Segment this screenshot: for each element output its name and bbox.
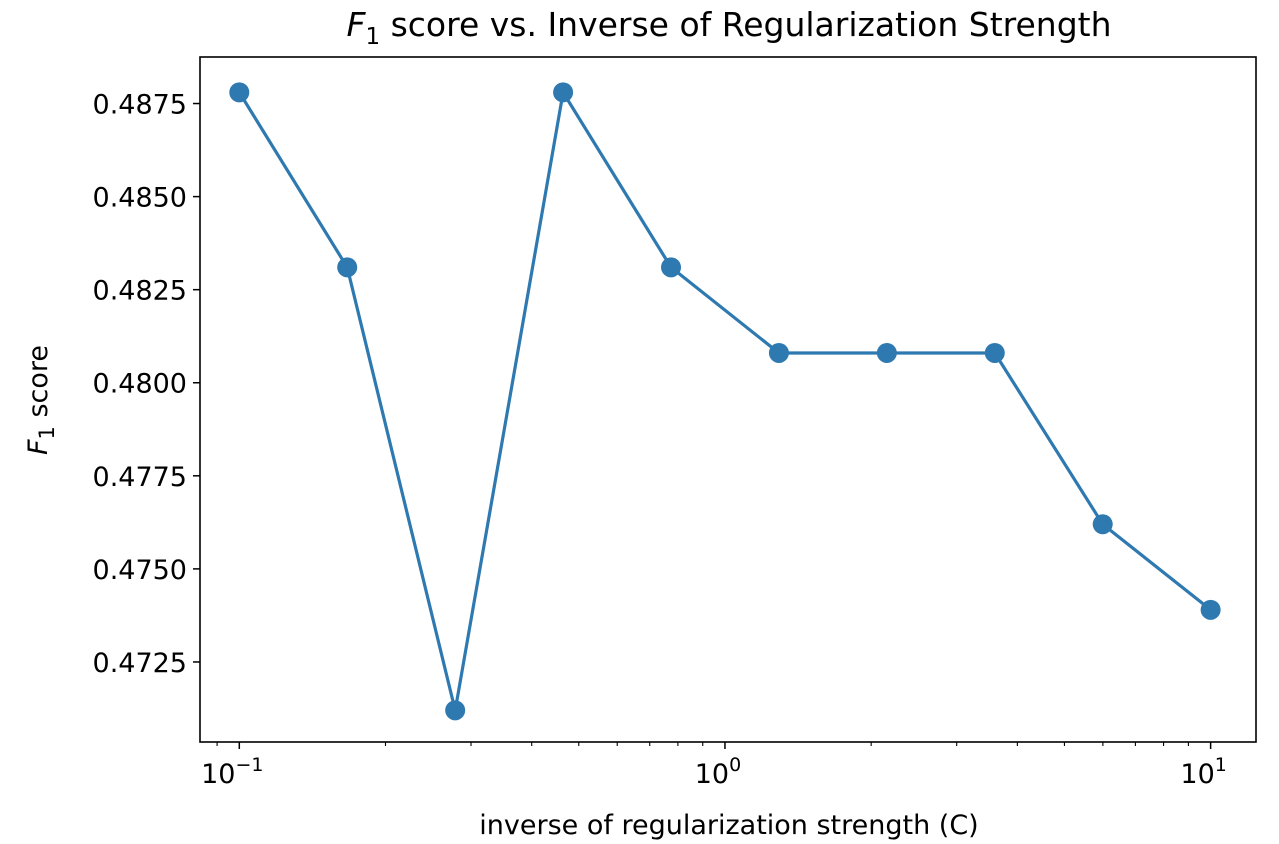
x-axis-ticks: 10−1 100 101 (201, 742, 1227, 790)
y-tick-label: 0.4750 (93, 555, 187, 586)
y-axis-label: F1 score (23, 345, 59, 455)
plot-frame (199, 56, 1257, 743)
y-tick-label: 0.4775 (93, 462, 187, 493)
data-point (661, 257, 682, 278)
data-point (1092, 514, 1113, 535)
data-point (337, 257, 358, 278)
data-point (1200, 599, 1221, 620)
title-variable: F (346, 5, 366, 44)
y-tick-label: 0.4850 (93, 183, 187, 214)
data-point (229, 82, 250, 103)
y-tick-label: 0.4800 (93, 369, 187, 400)
y-tick-label: 0.4725 (93, 648, 187, 679)
y-axis-ticks: 0.4725 0.4750 0.4775 0.4800 0.4825 0.4850 0.48… (93, 90, 200, 679)
series-line (237, 90, 1212, 713)
data-point (553, 82, 574, 103)
data-point (768, 342, 789, 363)
data-point (984, 342, 1005, 363)
y-tick-label: 0.4825 (93, 276, 187, 307)
data-point (445, 700, 466, 721)
series-layer (229, 82, 1221, 721)
y-label-subscript: 1 (35, 426, 59, 439)
x-axis-label: inverse of regularization strength (C) (479, 810, 978, 841)
y-label-rest: score (23, 345, 54, 426)
data-point (876, 342, 897, 363)
x-tick-label: 100 (695, 754, 741, 790)
chart-title: F1 score vs. Inverse of Regularization S… (346, 5, 1111, 50)
title-subscript: 1 (365, 24, 380, 50)
y-label-variable: F (23, 439, 54, 455)
x-tick-label: 10−1 (201, 754, 263, 790)
x-tick-label: 101 (1180, 754, 1226, 790)
y-tick-label: 0.4875 (93, 90, 187, 121)
title-rest: score vs. Inverse of Regularization Stre… (380, 5, 1111, 44)
